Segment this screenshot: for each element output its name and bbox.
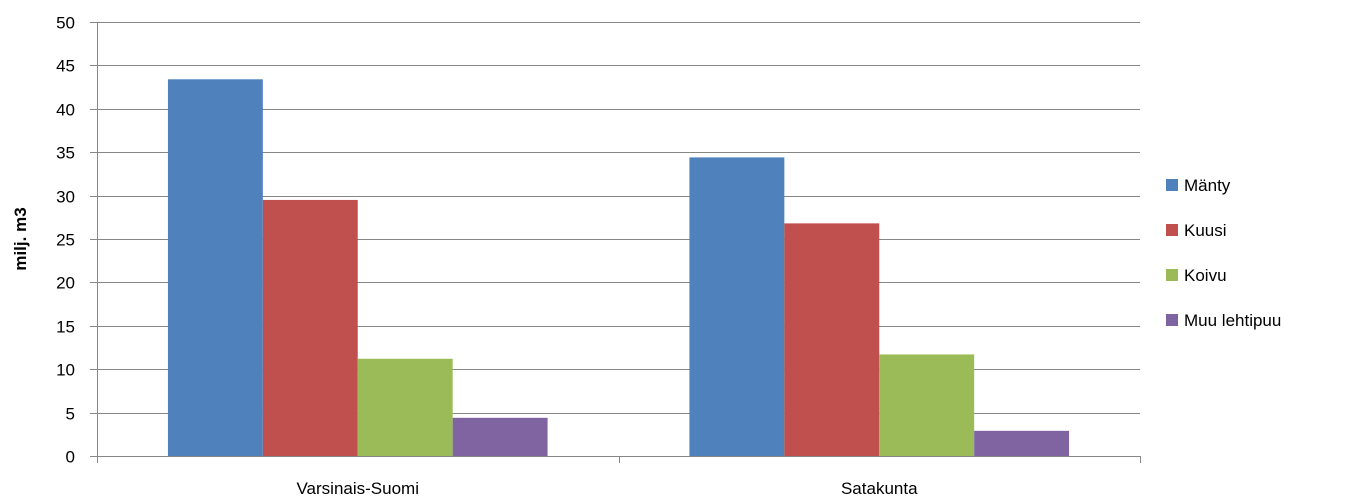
y-axis-title: milj. m3 bbox=[11, 207, 30, 270]
legend-swatch bbox=[1166, 269, 1178, 281]
y-tick-label: 15 bbox=[56, 318, 75, 337]
bar bbox=[784, 223, 880, 456]
x-category-label: Varsinais-Suomi bbox=[296, 479, 419, 498]
y-tick-label: 45 bbox=[56, 57, 75, 76]
legend-swatch bbox=[1166, 224, 1178, 236]
legend-item: Muu lehtipuu bbox=[1166, 311, 1281, 330]
bar bbox=[974, 430, 1070, 456]
legend-label: Muu lehtipuu bbox=[1184, 311, 1281, 330]
legend-item: Koivu bbox=[1166, 266, 1227, 285]
y-axis-ticks: 0 5 10 15 20 25 30 35 40 45 50 bbox=[56, 14, 97, 467]
bar bbox=[167, 79, 263, 457]
legend-label: Koivu bbox=[1184, 266, 1227, 285]
x-axis-categories: Varsinais-Suomi Satakunta bbox=[296, 479, 918, 498]
legend-item: Mänty bbox=[1166, 176, 1231, 195]
bar bbox=[357, 358, 453, 456]
y-tick-label: 5 bbox=[66, 405, 75, 424]
bar bbox=[452, 417, 548, 456]
x-category-label: Satakunta bbox=[841, 479, 918, 498]
y-tick-label: 35 bbox=[56, 144, 75, 163]
y-tick-label: 20 bbox=[56, 274, 75, 293]
legend-item: Kuusi bbox=[1166, 221, 1227, 240]
bar bbox=[689, 157, 785, 456]
bars bbox=[167, 79, 1070, 457]
bar bbox=[879, 354, 975, 456]
bar bbox=[262, 199, 358, 456]
y-tick-label: 0 bbox=[66, 448, 75, 467]
y-tick-label: 25 bbox=[56, 231, 75, 250]
y-tick-label: 10 bbox=[56, 361, 75, 380]
y-tick-label: 50 bbox=[56, 14, 75, 33]
legend-swatch bbox=[1166, 179, 1178, 191]
axes bbox=[97, 22, 1141, 463]
y-tick-label: 30 bbox=[56, 188, 75, 207]
legend-label: Kuusi bbox=[1184, 221, 1227, 240]
legend-swatch bbox=[1166, 314, 1178, 326]
legend-label: Mänty bbox=[1184, 176, 1231, 195]
y-tick-label: 40 bbox=[56, 101, 75, 120]
legend: Mänty Kuusi Koivu Muu lehtipuu bbox=[1166, 176, 1281, 330]
